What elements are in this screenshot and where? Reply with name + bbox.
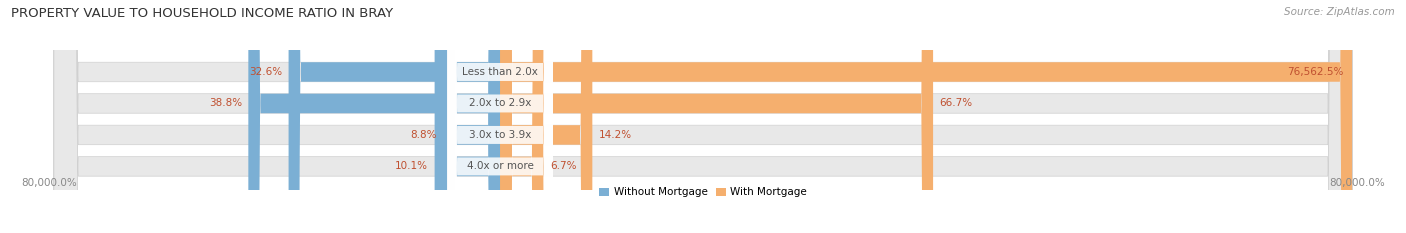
FancyBboxPatch shape [288,0,501,233]
FancyBboxPatch shape [53,0,1353,233]
FancyBboxPatch shape [53,0,1353,233]
FancyBboxPatch shape [447,0,553,233]
FancyBboxPatch shape [53,0,1353,233]
Text: 3.0x to 3.9x: 3.0x to 3.9x [470,130,531,140]
FancyBboxPatch shape [249,0,501,233]
FancyBboxPatch shape [501,0,592,233]
Text: 32.6%: 32.6% [249,67,283,77]
Text: 38.8%: 38.8% [208,99,242,109]
FancyBboxPatch shape [447,0,553,233]
FancyBboxPatch shape [447,0,553,233]
Text: 66.7%: 66.7% [939,99,973,109]
FancyBboxPatch shape [443,0,501,233]
FancyBboxPatch shape [447,0,553,233]
Text: 80,000.0%: 80,000.0% [21,178,77,188]
Text: 4.0x or more: 4.0x or more [467,161,534,171]
Text: Source: ZipAtlas.com: Source: ZipAtlas.com [1284,7,1395,17]
FancyBboxPatch shape [501,0,1353,233]
Legend: Without Mortgage, With Mortgage: Without Mortgage, With Mortgage [595,183,811,202]
Text: 10.1%: 10.1% [395,161,427,171]
Text: 76,562.5%: 76,562.5% [1288,67,1344,77]
Text: 14.2%: 14.2% [599,130,631,140]
Text: 8.8%: 8.8% [411,130,436,140]
Text: Less than 2.0x: Less than 2.0x [463,67,538,77]
Text: 6.7%: 6.7% [550,161,576,171]
FancyBboxPatch shape [501,0,934,233]
Text: 80,000.0%: 80,000.0% [1329,178,1385,188]
FancyBboxPatch shape [53,0,1353,233]
FancyBboxPatch shape [501,0,544,233]
Text: 2.0x to 2.9x: 2.0x to 2.9x [470,99,531,109]
FancyBboxPatch shape [434,0,501,233]
Text: PROPERTY VALUE TO HOUSEHOLD INCOME RATIO IN BRAY: PROPERTY VALUE TO HOUSEHOLD INCOME RATIO… [11,7,394,20]
